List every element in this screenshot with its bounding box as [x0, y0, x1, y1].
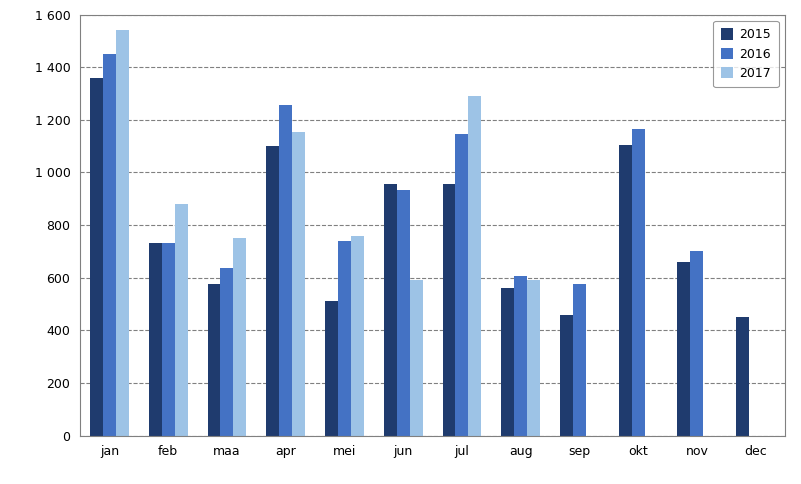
Bar — [220, 269, 233, 436]
Bar — [280, 106, 292, 436]
Bar — [207, 284, 220, 436]
Bar — [233, 238, 247, 436]
Bar — [90, 77, 103, 436]
Bar — [442, 184, 456, 436]
Bar — [618, 145, 632, 436]
Legend: 2015, 2016, 2017: 2015, 2016, 2017 — [713, 21, 779, 87]
Bar — [384, 184, 396, 436]
Bar — [116, 30, 129, 436]
Bar — [678, 262, 690, 436]
Bar — [632, 129, 645, 436]
Bar — [292, 132, 305, 436]
Bar — [514, 276, 527, 436]
Bar — [501, 288, 514, 436]
Bar — [409, 280, 423, 436]
Bar — [527, 280, 540, 436]
Bar — [149, 243, 162, 436]
Bar — [325, 302, 338, 436]
Bar — [162, 243, 175, 436]
Bar — [351, 236, 364, 436]
Bar — [103, 54, 116, 436]
Bar — [266, 146, 280, 436]
Bar — [338, 241, 351, 436]
Bar — [560, 315, 573, 436]
Bar — [736, 317, 749, 436]
Bar — [573, 284, 586, 436]
Bar — [469, 96, 481, 436]
Bar — [456, 134, 469, 436]
Bar — [396, 190, 409, 436]
Bar — [690, 251, 703, 436]
Bar — [175, 204, 187, 436]
